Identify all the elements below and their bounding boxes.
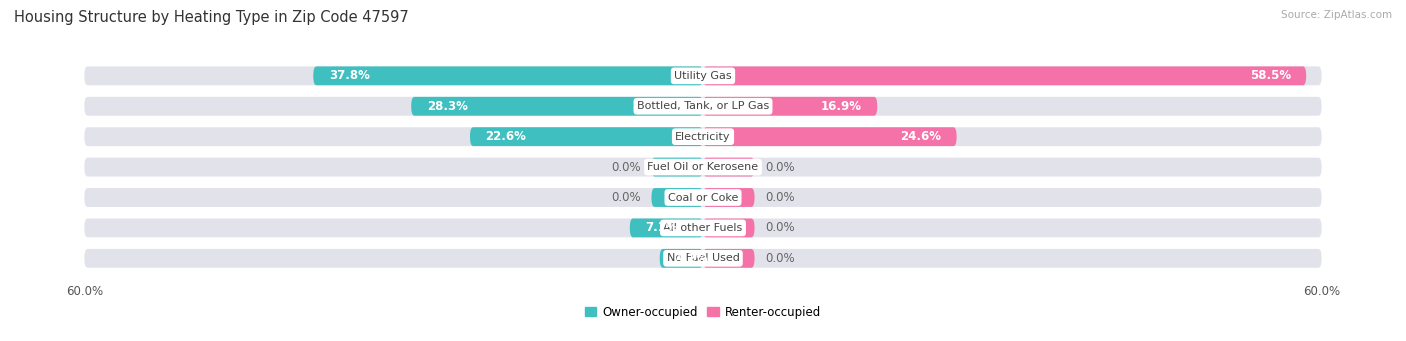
FancyBboxPatch shape xyxy=(411,97,703,116)
FancyBboxPatch shape xyxy=(703,158,755,177)
Text: Housing Structure by Heating Type in Zip Code 47597: Housing Structure by Heating Type in Zip… xyxy=(14,10,409,25)
Text: All other Fuels: All other Fuels xyxy=(664,223,742,233)
Text: Fuel Oil or Kerosene: Fuel Oil or Kerosene xyxy=(647,162,759,172)
FancyBboxPatch shape xyxy=(703,249,755,268)
FancyBboxPatch shape xyxy=(703,219,755,237)
FancyBboxPatch shape xyxy=(651,158,703,177)
FancyBboxPatch shape xyxy=(84,66,1322,85)
FancyBboxPatch shape xyxy=(703,127,956,146)
FancyBboxPatch shape xyxy=(470,127,703,146)
Text: 0.0%: 0.0% xyxy=(765,191,794,204)
Text: 4.2%: 4.2% xyxy=(675,252,707,265)
Text: 0.0%: 0.0% xyxy=(765,221,794,234)
FancyBboxPatch shape xyxy=(314,66,703,85)
FancyBboxPatch shape xyxy=(84,158,1322,177)
Text: Source: ZipAtlas.com: Source: ZipAtlas.com xyxy=(1281,10,1392,20)
FancyBboxPatch shape xyxy=(651,188,703,207)
Text: 24.6%: 24.6% xyxy=(900,130,941,143)
Text: Electricity: Electricity xyxy=(675,132,731,142)
Text: Coal or Coke: Coal or Coke xyxy=(668,193,738,203)
FancyBboxPatch shape xyxy=(630,219,703,237)
Text: 16.9%: 16.9% xyxy=(821,100,862,113)
Text: 28.3%: 28.3% xyxy=(426,100,468,113)
FancyBboxPatch shape xyxy=(84,219,1322,237)
FancyBboxPatch shape xyxy=(84,249,1322,268)
FancyBboxPatch shape xyxy=(84,188,1322,207)
Text: 58.5%: 58.5% xyxy=(1250,69,1291,82)
Text: Bottled, Tank, or LP Gas: Bottled, Tank, or LP Gas xyxy=(637,101,769,111)
FancyBboxPatch shape xyxy=(703,97,877,116)
Text: No Fuel Used: No Fuel Used xyxy=(666,253,740,263)
Text: 0.0%: 0.0% xyxy=(765,161,794,174)
FancyBboxPatch shape xyxy=(84,127,1322,146)
FancyBboxPatch shape xyxy=(84,97,1322,116)
FancyBboxPatch shape xyxy=(703,66,1306,85)
Text: 0.0%: 0.0% xyxy=(612,191,641,204)
Text: 0.0%: 0.0% xyxy=(612,161,641,174)
FancyBboxPatch shape xyxy=(659,249,703,268)
FancyBboxPatch shape xyxy=(703,188,755,207)
Text: 0.0%: 0.0% xyxy=(765,252,794,265)
Text: 7.1%: 7.1% xyxy=(645,221,678,234)
Legend: Owner-occupied, Renter-occupied: Owner-occupied, Renter-occupied xyxy=(579,301,827,323)
Text: 37.8%: 37.8% xyxy=(329,69,370,82)
Text: Utility Gas: Utility Gas xyxy=(675,71,731,81)
Text: 22.6%: 22.6% xyxy=(485,130,526,143)
